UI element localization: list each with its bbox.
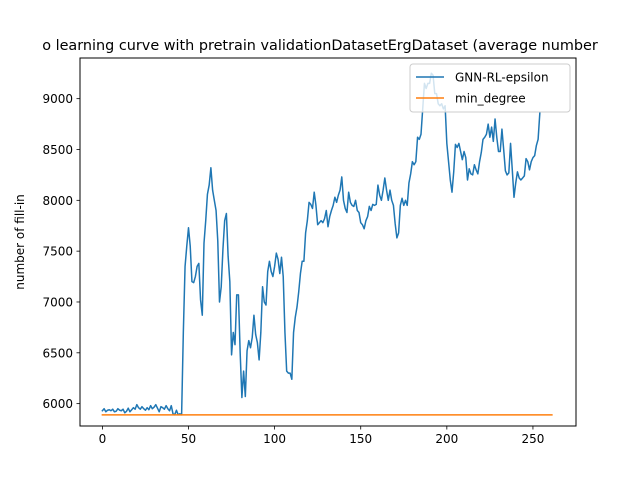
x-tick-label: 250: [521, 432, 544, 446]
y-tick-label: 9000: [42, 92, 73, 106]
legend-label: min_degree: [455, 92, 526, 106]
x-tick-label: 0: [99, 432, 107, 446]
legend: GNN-RL-epsilon min_degree: [409, 63, 571, 113]
x-tick-label: 50: [181, 432, 196, 446]
x-tick-label: 100: [263, 432, 286, 446]
series-line-gnn-rl-epsilon: [101, 72, 541, 416]
y-tick-label: 6500: [42, 346, 73, 360]
y-tick-label: 6000: [42, 397, 73, 411]
axes-frame: [79, 57, 577, 427]
legend-label: GNN-RL-epsilon: [455, 71, 549, 85]
y-axis-label: number of fill-in: [13, 194, 27, 290]
y-tick-label: 7000: [42, 295, 73, 309]
x-tick-label: 200: [435, 432, 458, 446]
x-tick-label: 150: [349, 432, 372, 446]
chart-title: o learning curve with pretrain validatio…: [42, 38, 598, 54]
y-axis: 6000 6500 7000 7500 8000 8500 9000: [42, 92, 80, 411]
y-tick-label: 7500: [42, 245, 73, 259]
legend-box: [409, 63, 571, 113]
y-tick-label: 8500: [42, 143, 73, 157]
y-tick-label: 8000: [42, 194, 73, 208]
series-layer: [101, 72, 553, 416]
x-axis: 0 50 100 150 200 250: [99, 426, 544, 446]
plot-area: 0 50 100 150 200 250 6000 6500 7000 7500 8000 8500…: [13, 57, 577, 446]
